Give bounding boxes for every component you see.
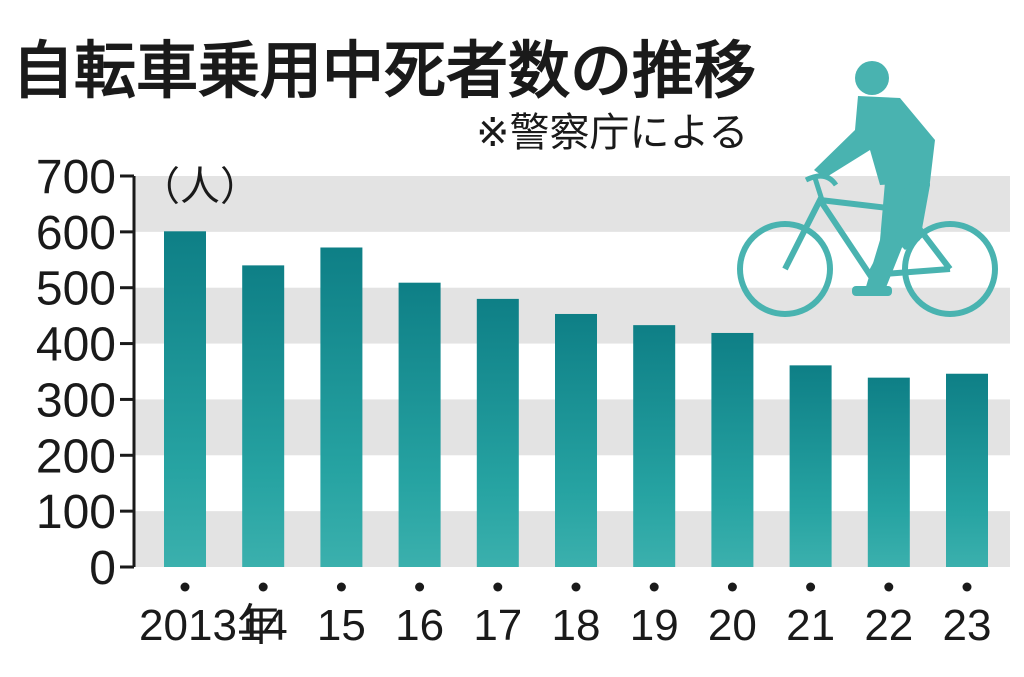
y-tick-label: 700 [36,151,116,204]
bar [398,282,441,567]
x-tick-label: 2013年 [139,601,281,650]
bar [164,231,206,567]
cyclist-icon [737,61,998,317]
x-tick-dot [415,582,425,592]
x-tick-label: 17 [473,601,522,650]
x-tick-label: 18 [552,601,601,650]
x-tick-label: 16 [395,601,444,650]
x-tick-dot [884,582,894,592]
x-tick-dot [806,582,816,592]
x-tick-dot [649,582,659,592]
bar [555,313,597,567]
x-tick-label: 23 [943,601,992,650]
bar [476,298,519,567]
bar [946,373,988,567]
y-tick-label: 200 [36,430,116,483]
y-tick-label: 600 [36,207,116,260]
x-tick-label: 19 [630,601,679,650]
x-tick-label: 20 [708,601,757,650]
bar [867,377,910,567]
bars [164,231,988,568]
y-tick-label: 100 [36,486,116,539]
x-tick-dot [493,582,503,592]
bar [633,325,676,567]
x-tick-dot [962,582,972,592]
x-tick-label: 22 [864,601,913,650]
bar [789,365,832,567]
y-tick-label: 500 [36,263,116,316]
x-tick-label: 15 [317,601,366,650]
y-axis-unit-label: （人） [140,164,260,210]
bar [242,265,285,567]
y-tick-label: 400 [36,319,116,372]
bar [711,332,754,567]
x-tick-dot [336,582,346,592]
x-tick-label: 21 [786,601,835,650]
x-tick-dot [258,582,268,592]
chart-subtitle: ※警察庁による [476,110,748,156]
y-tick-label: 300 [36,374,116,427]
chart-title: 自転車乗用中死者数の推移 [12,34,756,107]
y-tick-label: 0 [89,542,116,595]
x-tick-dot [180,582,190,592]
x-tick-dot [571,582,581,592]
x-tick-dot [727,582,737,592]
x-tick-label: 14 [239,601,288,650]
bar [320,247,363,568]
